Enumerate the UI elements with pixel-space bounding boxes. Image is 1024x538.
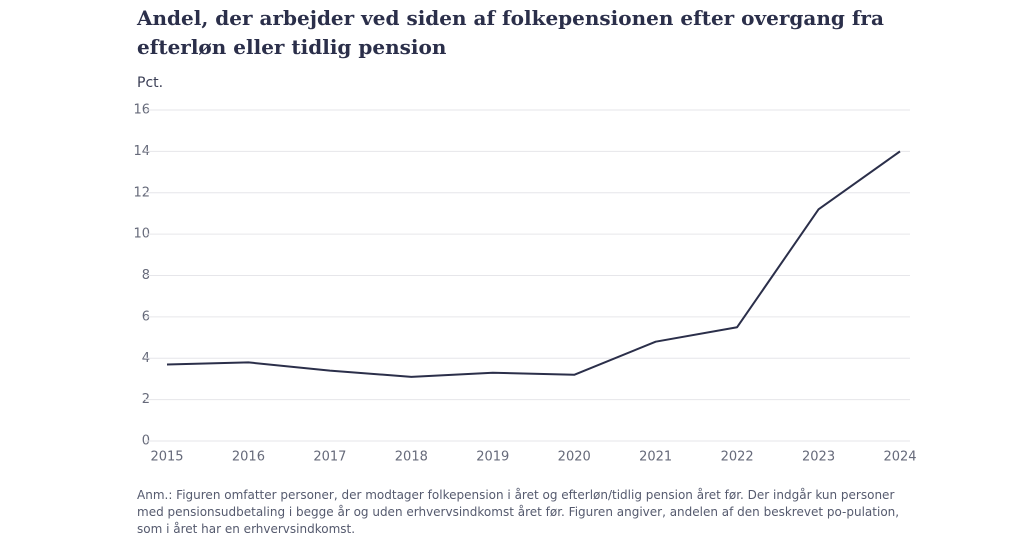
x-tick-label: 2024 <box>883 450 916 465</box>
y-tick-label: 12 <box>133 185 150 200</box>
data-line <box>166 150 901 378</box>
x-tick-label: 2017 <box>313 450 346 465</box>
x-tick-label: 2018 <box>395 450 428 465</box>
x-tick-label: 2021 <box>639 450 672 465</box>
chart-title: Andel, der arbejder ved siden af folkepe… <box>137 6 884 59</box>
x-tick-label: 2016 <box>232 450 265 465</box>
x-tick-label: 2019 <box>476 450 509 465</box>
x-tick-label: 2015 <box>150 450 183 465</box>
x-tick-label: 2022 <box>721 450 754 465</box>
footnote: Anm.: Figuren omfatter personer, der mod… <box>137 488 900 536</box>
y-axis-label: Pct. <box>137 75 163 91</box>
y-tick-label: 14 <box>133 144 150 159</box>
x-tick-label: 2023 <box>802 450 835 465</box>
y-tick-label: 10 <box>133 227 150 242</box>
y-tick-label: 16 <box>133 103 150 118</box>
x-tick-label: 2020 <box>558 450 591 465</box>
